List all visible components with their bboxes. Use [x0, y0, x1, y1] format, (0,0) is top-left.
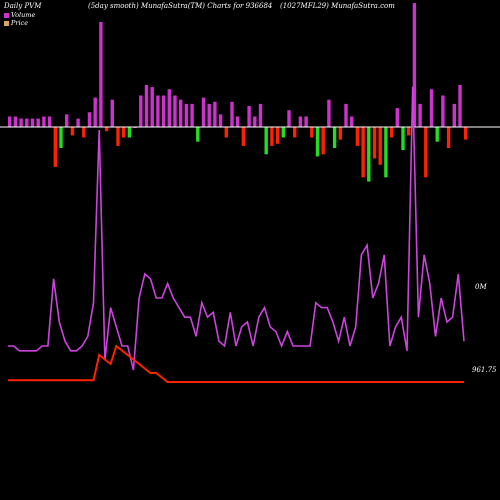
volume-bar	[389, 127, 394, 138]
volume-bar	[47, 116, 52, 127]
volume-bar	[338, 127, 342, 140]
volume-bar	[110, 99, 114, 127]
volume-bar	[315, 127, 320, 157]
volume-bar	[82, 127, 86, 138]
volume-bar	[156, 95, 160, 127]
volume-bar	[127, 127, 132, 138]
chart-symbol: (1027MFL29) MunafaSutra.com	[280, 2, 395, 10]
volume-bar	[270, 127, 274, 146]
volume-bar	[70, 127, 75, 136]
volume-bar	[93, 97, 97, 127]
volume-bar	[384, 127, 388, 178]
volume-bar	[42, 116, 46, 127]
chart-subtitle: (5day smooth) MunafaSutra(TM) Charts for…	[88, 2, 273, 10]
volume-bar	[281, 127, 285, 138]
volume-bar	[395, 108, 399, 127]
volume-bar	[241, 127, 246, 146]
volume-bar	[139, 95, 143, 127]
volume-bar	[179, 99, 183, 127]
volume-bar	[258, 103, 263, 127]
volume-bar	[161, 95, 166, 127]
volume-bar	[173, 95, 177, 127]
volume-line	[8, 86, 465, 371]
volume-bar	[122, 127, 126, 138]
volume-bar	[8, 116, 12, 127]
volume-bar	[25, 118, 29, 127]
volume-bar	[435, 127, 439, 142]
volume-bar	[190, 103, 194, 127]
volume-bar	[13, 116, 18, 127]
volume-bar	[144, 85, 149, 127]
volume-bar	[378, 127, 382, 165]
volume-right-label: 0M	[475, 283, 487, 291]
volume-bars	[8, 3, 468, 182]
legend-price-label: Price	[11, 19, 29, 27]
volume-bar	[207, 103, 211, 127]
chart-title: Daily PVM	[4, 2, 42, 10]
volume-bar	[446, 127, 451, 148]
volume-bar	[332, 127, 337, 148]
volume-bar	[87, 112, 92, 127]
volume-bar	[76, 118, 80, 127]
volume-bar	[59, 127, 63, 148]
volume-bar	[293, 127, 297, 138]
volume-bar	[372, 127, 377, 159]
volume-bar	[452, 103, 456, 127]
legend-volume: Volume	[4, 11, 35, 19]
volume-bar	[150, 87, 154, 127]
volume-bar	[218, 114, 223, 127]
legend-price: Price	[4, 19, 28, 27]
volume-bar	[412, 3, 417, 128]
volume-bar	[230, 101, 234, 127]
volume-bar	[287, 110, 291, 127]
volume-bar	[116, 127, 120, 146]
volume-bar	[224, 127, 228, 138]
volume-bar	[310, 127, 314, 138]
volume-bar	[30, 118, 35, 127]
volume-bar	[53, 127, 57, 167]
volume-bar	[236, 116, 240, 127]
volume-bar	[344, 103, 348, 127]
volume-bar	[36, 118, 40, 127]
volume-bar	[458, 85, 462, 127]
volume-bar	[65, 114, 69, 127]
volume-bar	[327, 99, 331, 127]
volume-bar	[196, 127, 200, 142]
volume-bar	[321, 127, 325, 155]
volume-bar	[367, 127, 371, 182]
legend-volume-label: Volume	[11, 11, 36, 19]
volume-bar	[99, 22, 103, 127]
volume-bar	[253, 116, 257, 127]
volume-bar	[167, 89, 171, 127]
volume-bar	[247, 106, 251, 127]
volume-bar	[104, 127, 109, 132]
volume-bar	[184, 103, 189, 127]
legend-volume-swatch	[4, 12, 9, 18]
volume-bar	[464, 127, 468, 140]
volume-bar	[201, 97, 206, 127]
legend-price-swatch	[4, 20, 9, 26]
volume-bar	[19, 118, 23, 127]
volume-bar	[275, 127, 280, 144]
volume-bar	[350, 116, 354, 127]
volume-bar	[401, 127, 405, 151]
volume-bar	[213, 101, 217, 127]
volume-bar	[264, 127, 268, 155]
volume-bar	[298, 116, 303, 127]
volume-bar	[407, 127, 411, 136]
volume-bar	[355, 127, 360, 146]
price-line	[8, 344, 464, 383]
volume-bar	[418, 103, 422, 127]
volume-bar	[441, 95, 445, 127]
volume-bar	[361, 127, 365, 178]
volume-bar	[304, 116, 308, 127]
volume-bar	[429, 89, 434, 127]
price-right-label: 961.75	[472, 366, 497, 374]
volume-bar	[424, 127, 428, 178]
